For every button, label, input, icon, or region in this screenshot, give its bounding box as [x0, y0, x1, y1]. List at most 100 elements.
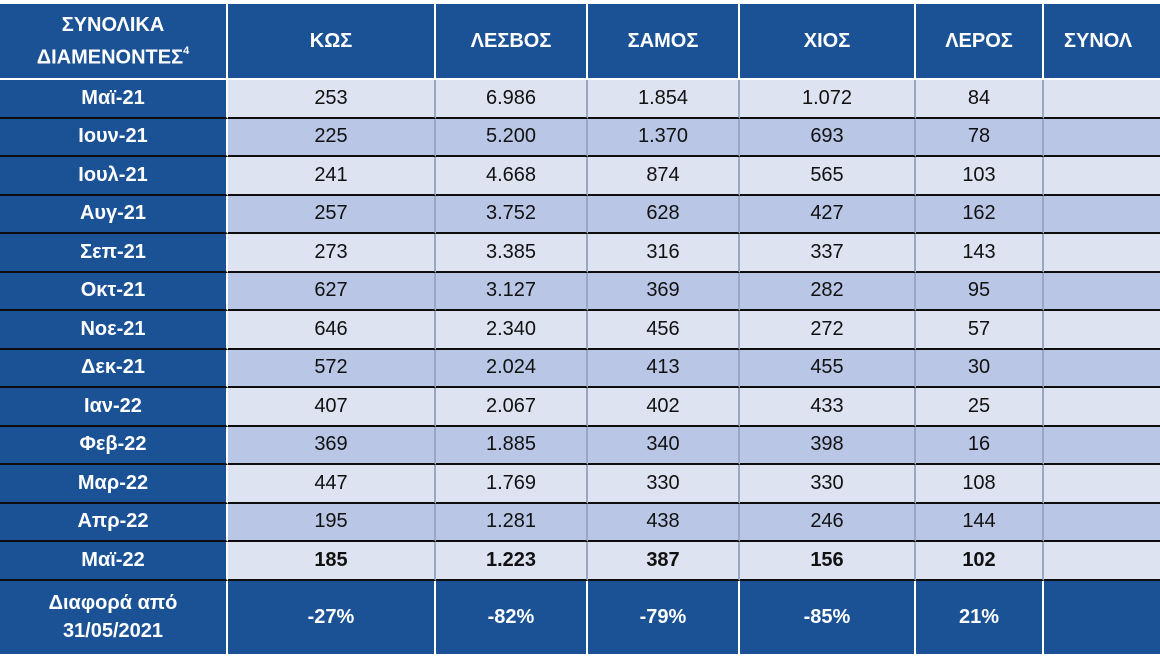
cell-chios: 427: [740, 195, 916, 234]
cell-leros: 103: [916, 157, 1044, 196]
header-first-line1: ΣΥΝΟΛΙΚΑ: [61, 13, 165, 36]
table-row: Ιουν-21 225 5.200 1.370 693 78: [0, 118, 1160, 157]
cell-leros: 143: [916, 234, 1044, 273]
cell-samos: 438: [588, 503, 740, 542]
cell-total: [1044, 195, 1160, 234]
cell-leros: 144: [916, 503, 1044, 542]
row-month-label: Σεπ-21: [0, 234, 228, 273]
cell-total: [1044, 272, 1160, 311]
cell-chios: 398: [740, 426, 916, 465]
table-row: Φεβ-22 369 1.885 340 398 16: [0, 426, 1160, 465]
difference-total: [1044, 580, 1160, 656]
cell-leros: 25: [916, 388, 1044, 427]
row-month-label: Μαρ-22: [0, 465, 228, 504]
row-month-label: Οκτ-21: [0, 272, 228, 311]
cell-total: [1044, 80, 1160, 119]
cell-lesvos: 1.223: [436, 542, 588, 581]
difference-leros: 21%: [916, 580, 1044, 656]
cell-lesvos: 3.385: [436, 234, 588, 273]
row-month-label: Ιουν-21: [0, 118, 228, 157]
cell-samos: 402: [588, 388, 740, 427]
cell-samos: 413: [588, 349, 740, 388]
island-residents-table-view: ΣΥΝΟΛΙΚΑ ΔΙΑΜΕΝΟΝΤΕΣ4 ΚΩΣ ΛΕΣΒΟΣ ΣΑΜΟΣ Χ…: [0, 4, 1160, 664]
cell-lesvos: 4.668: [436, 157, 588, 196]
header-row: ΣΥΝΟΛΙΚΑ ΔΙΑΜΕΝΟΝΤΕΣ4 ΚΩΣ ΛΕΣΒΟΣ ΣΑΜΟΣ Χ…: [0, 4, 1160, 80]
difference-row: Διαφορά από 31/05/2021 -27% -82% -79% -8…: [0, 580, 1160, 656]
cell-samos: 1.370: [588, 118, 740, 157]
cell-total: [1044, 311, 1160, 350]
cell-lesvos: 1.769: [436, 465, 588, 504]
cell-total: [1044, 118, 1160, 157]
cell-total: [1044, 465, 1160, 504]
cell-kos: 369: [228, 426, 436, 465]
header-lesvos: ΛΕΣΒΟΣ: [436, 4, 588, 80]
cell-total: [1044, 349, 1160, 388]
cell-lesvos: 1.885: [436, 426, 588, 465]
header-chios: ΧΙΟΣ: [740, 4, 916, 80]
cell-samos: 456: [588, 311, 740, 350]
cell-samos: 316: [588, 234, 740, 273]
cell-kos: 185: [228, 542, 436, 581]
cell-chios: 272: [740, 311, 916, 350]
cell-samos: 628: [588, 195, 740, 234]
cell-lesvos: 2.067: [436, 388, 588, 427]
table-row: Οκτ-21 627 3.127 369 282 95: [0, 272, 1160, 311]
cell-chios: 337: [740, 234, 916, 273]
row-month-label: Αυγ-21: [0, 195, 228, 234]
row-month-label: Δεκ-21: [0, 349, 228, 388]
header-first-line2: ΔΙΑΜΕΝΟΝΤΕΣ: [36, 46, 184, 69]
cell-chios: 693: [740, 118, 916, 157]
cell-kos: 241: [228, 157, 436, 196]
table-row: Δεκ-21 572 2.024 413 455 30: [0, 349, 1160, 388]
table-row: Ιαν-22 407 2.067 402 433 25: [0, 388, 1160, 427]
cell-lesvos: 2.024: [436, 349, 588, 388]
difference-label: Διαφορά από 31/05/2021: [0, 580, 228, 656]
row-month-label: Φεβ-22: [0, 426, 228, 465]
row-month-label: Μαϊ-22: [0, 542, 228, 581]
cell-kos: 646: [228, 311, 436, 350]
cell-samos: 874: [588, 157, 740, 196]
cell-total: [1044, 234, 1160, 273]
footnote-marker: 4: [183, 44, 190, 57]
table-row: Αυγ-21 257 3.752 628 427 162: [0, 195, 1160, 234]
cell-kos: 627: [228, 272, 436, 311]
row-month-label: Νοε-21: [0, 311, 228, 350]
cell-kos: 572: [228, 349, 436, 388]
cell-kos: 195: [228, 503, 436, 542]
row-month-label: Ιαν-22: [0, 388, 228, 427]
cell-lesvos: 6.986: [436, 80, 588, 119]
residents-table: ΣΥΝΟΛΙΚΑ ΔΙΑΜΕΝΟΝΤΕΣ4 ΚΩΣ ΛΕΣΒΟΣ ΣΑΜΟΣ Χ…: [0, 4, 1160, 656]
table-row: Μαϊ-22 185 1.223 387 156 102: [0, 542, 1160, 581]
cell-lesvos: 2.340: [436, 311, 588, 350]
cell-leros: 78: [916, 118, 1044, 157]
cell-leros: 16: [916, 426, 1044, 465]
table-row: Σεπ-21 273 3.385 316 337 143: [0, 234, 1160, 273]
cell-leros: 108: [916, 465, 1044, 504]
table-row: Απρ-22 195 1.281 438 246 144: [0, 503, 1160, 542]
difference-samos: -79%: [588, 580, 740, 656]
header-leros: ΛΕΡΟΣ: [916, 4, 1044, 80]
cell-leros: 162: [916, 195, 1044, 234]
cell-total: [1044, 426, 1160, 465]
cell-chios: 1.072: [740, 80, 916, 119]
cell-kos: 253: [228, 80, 436, 119]
cell-lesvos: 3.127: [436, 272, 588, 311]
difference-chios: -85%: [740, 580, 916, 656]
cell-samos: 369: [588, 272, 740, 311]
cell-total: [1044, 503, 1160, 542]
cell-kos: 273: [228, 234, 436, 273]
cell-leros: 57: [916, 311, 1044, 350]
cell-lesvos: 3.752: [436, 195, 588, 234]
difference-label-line1: Διαφορά από: [48, 592, 178, 614]
cell-total: [1044, 157, 1160, 196]
table-body: Μαϊ-21 253 6.986 1.854 1.072 84 Ιουν-21 225 5.20…: [0, 80, 1160, 581]
cell-total: [1044, 388, 1160, 427]
cell-chios: 282: [740, 272, 916, 311]
cell-leros: 102: [916, 542, 1044, 581]
cell-chios: 455: [740, 349, 916, 388]
cell-chios: 156: [740, 542, 916, 581]
header-total: ΣΥΝΟΛ: [1044, 4, 1160, 80]
table-row: Μαϊ-21 253 6.986 1.854 1.072 84: [0, 80, 1160, 119]
difference-lesvos: -82%: [436, 580, 588, 656]
cell-kos: 447: [228, 465, 436, 504]
